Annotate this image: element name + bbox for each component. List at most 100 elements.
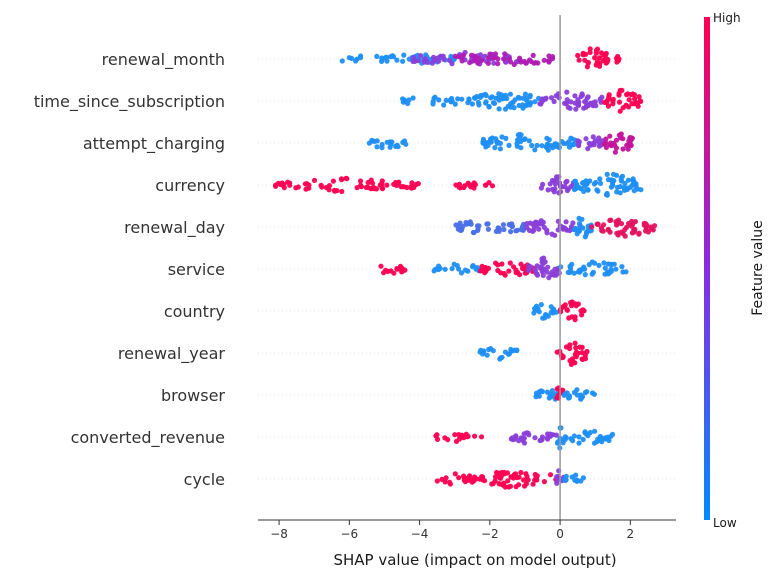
shap-point-browser-0 <box>539 389 546 395</box>
shap-point-renewal_day-3 <box>589 224 595 230</box>
shap-point-currency-0 <box>306 182 312 188</box>
shap-point-time_since_subscription-0 <box>452 101 458 107</box>
shap-point-renewal_month-2 <box>541 57 547 63</box>
shap-point-renewal_day-1 <box>570 220 576 226</box>
shap-point-currency-0 <box>379 178 385 184</box>
shap-point-renewal_year-1 <box>573 354 579 360</box>
shap-point-country-1 <box>573 303 579 309</box>
shap-point-service-1 <box>437 265 443 271</box>
shap-point-time_since_subscription-2 <box>575 102 582 108</box>
shap-point-converted_revenue-3 <box>568 436 574 442</box>
shap-point-renewal_year-1 <box>577 344 583 350</box>
shap-point-attempt_charging-1 <box>506 142 512 148</box>
shap-point-time_since_subscription-1 <box>517 95 523 101</box>
shap-point-country-0 <box>548 304 554 310</box>
x-tick-label: −6 <box>340 527 358 541</box>
shap-point-attempt_charging-0 <box>379 145 385 151</box>
shap-point-converted_revenue-1 <box>538 437 544 443</box>
feature-label: renewal_month <box>102 50 225 70</box>
shap-point-currency-0 <box>331 187 337 194</box>
shap-point-attempt_charging-1 <box>497 140 503 146</box>
shap-point-currency-2 <box>545 187 551 193</box>
shap-point-renewal_month-1 <box>431 58 437 64</box>
shap-point-time_since_subscription-1 <box>498 92 505 98</box>
shap-point-service-0 <box>378 263 384 269</box>
shap-point-time_since_subscription-0 <box>448 99 454 105</box>
shap-point-attempt_charging-1 <box>497 146 503 152</box>
shap-point-renewal_year-1 <box>580 356 586 362</box>
shap-point-renewal_year-0 <box>505 351 512 357</box>
shap-point-service-1 <box>442 266 448 272</box>
shap-point-renewal_year-1 <box>569 356 576 362</box>
shap-point-currency-3 <box>610 180 616 186</box>
shap-point-renewal_month-3 <box>596 55 603 61</box>
shap-point-cycle-1 <box>521 477 527 483</box>
shap-point-cycle-1 <box>506 484 512 490</box>
shap-point-attempt_charging-1 <box>488 136 494 142</box>
shap-point-cycle-0 <box>447 481 453 487</box>
colorbar-low-label: Low <box>713 516 737 530</box>
shap-point-renewal_day-0 <box>509 223 515 230</box>
shap-point-attempt_charging-3 <box>613 137 620 143</box>
shap-point-cycle-1 <box>499 472 505 479</box>
shap-point-service-2 <box>507 260 513 266</box>
shap-point-attempt_charging-1 <box>532 147 538 153</box>
shap-point-time_since_subscription-0 <box>432 94 438 100</box>
shap-point-time_since_subscription-3 <box>626 104 632 110</box>
shap-point-cycle-3 <box>580 475 587 481</box>
shap-point-currency-0 <box>330 178 336 184</box>
shap-point-service-2 <box>518 261 524 267</box>
shap-point-attempt_charging-1 <box>534 142 540 149</box>
shap-point-renewal_month-2 <box>452 53 458 59</box>
shap-point-renewal_day-0 <box>463 219 469 226</box>
shap-point-attempt_charging-3 <box>603 140 609 146</box>
shap-point-renewal_month-0 <box>358 53 364 59</box>
shap-point-renewal_month-1 <box>440 53 446 59</box>
shap-point-service-2 <box>493 260 499 266</box>
shap-point-renewal_day-3 <box>626 220 632 227</box>
shap-point-country-1 <box>566 315 572 321</box>
shap-point-time_since_subscription-3 <box>610 96 616 102</box>
shap-point-time_since_subscription-3 <box>636 94 642 100</box>
shap-point-time_since_subscription-2 <box>585 102 592 109</box>
shap-point-renewal_day-3 <box>643 224 649 230</box>
shap-point-renewal_month-3 <box>583 51 589 57</box>
shap-point-currency-2 <box>549 186 556 192</box>
shap-point-renewal_day-0 <box>493 228 499 234</box>
shap-point-service-4 <box>613 266 619 272</box>
shap-point-currency-0 <box>318 182 324 188</box>
shap-point-currency-0 <box>273 182 279 188</box>
shap-point-renewal_year-0 <box>490 348 496 354</box>
shap-point-country-0 <box>548 309 554 316</box>
shap-point-attempt_charging-1 <box>553 141 559 147</box>
shap-point-renewal_day-0 <box>508 229 514 235</box>
shap-point-service-4 <box>620 269 626 275</box>
shap-point-currency-3 <box>597 180 604 186</box>
shap-point-renewal_day-1 <box>534 221 540 227</box>
shap-point-attempt_charging-0 <box>384 139 390 145</box>
shap-point-time_since_subscription-1 <box>524 97 530 104</box>
colorbar: High Low Feature value <box>704 11 766 530</box>
shap-point-time_since_subscription-1 <box>522 91 529 97</box>
shap-point-attempt_charging-2 <box>596 139 602 145</box>
shap-point-attempt_charging-1 <box>529 142 535 149</box>
shap-point-time_since_subscription-2 <box>543 95 549 101</box>
shap-point-time_since_subscription-0 <box>430 101 436 107</box>
shap-point-renewal_month-2 <box>521 58 528 65</box>
shap-point-converted_revenue-3 <box>602 435 609 441</box>
shap-point-cycle-1 <box>522 483 528 489</box>
shap-point-time_since_subscription-0 <box>436 97 442 103</box>
shap-point-currency-0 <box>295 184 301 190</box>
shap-point-renewal_month-2 <box>478 57 485 64</box>
shap-point-service-0 <box>388 268 394 274</box>
shap-point-service-4 <box>565 269 571 275</box>
shap-point-renewal_year-1 <box>572 340 578 346</box>
shap-point-currency-0 <box>287 182 293 188</box>
shap-point-renewal_month-1 <box>418 53 424 59</box>
shap-point-cycle-0 <box>461 473 467 479</box>
shap-point-cycle-0 <box>439 476 445 482</box>
shap-point-currency-0 <box>354 185 360 191</box>
shap-point-cycle-1 <box>516 482 522 488</box>
shap-point-service-3 <box>544 269 550 275</box>
